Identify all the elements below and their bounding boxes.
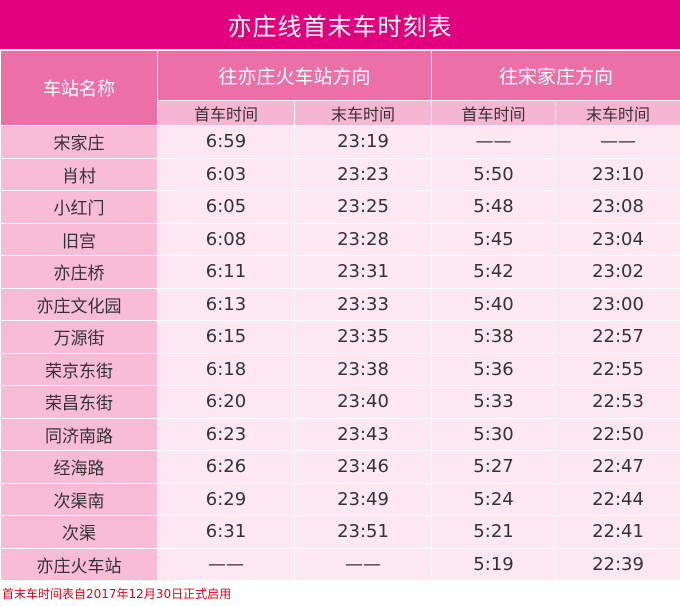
table-row: 小红门 6:05 23:25 5:48 23:08 [0,190,680,224]
station-name-cell: 宋家庄 [0,125,158,159]
first-train-header: 首车时间 [157,100,295,126]
first-train-time-cell: —— [157,547,295,581]
last-train-time-cell: —— [555,125,680,159]
station-name-cell: 荣昌东街 [0,385,158,419]
first-train-time-cell: 5:45 [431,222,557,256]
effective-date-note: 首末车时间表自2017年12月30日正式启用 [2,587,232,601]
last-train-time-cell: 23:23 [293,157,433,191]
last-train-time-cell: 22:39 [555,547,680,581]
last-train-time-cell: 23:19 [293,125,433,159]
first-train-time-cell: 5:19 [431,547,557,581]
last-train-time-cell: 22:53 [555,385,680,419]
station-name-cell: 经海路 [0,450,158,484]
last-train-time-cell: 23:35 [293,320,433,354]
station-name-cell: 次渠南 [0,482,158,516]
first-train-header: 首车时间 [431,100,557,126]
table-row: 肖村 6:03 23:23 5:50 23:10 [0,157,680,191]
first-train-time-cell: 6:08 [157,222,295,256]
first-train-time-cell: 5:38 [431,320,557,354]
last-train-time-cell: 23:02 [555,255,680,289]
station-name-cell: 旧宫 [0,222,158,256]
first-train-time-cell: 6:29 [157,482,295,516]
station-name-cell: 荣京东街 [0,352,158,386]
station-name-cell: 同济南路 [0,417,158,451]
timetable: 车站名称 往亦庄火车站方向 往宋家庄方向 首车时间 末车时间 首车时间 末车时间… [0,50,680,581]
first-train-time-cell: 6:18 [157,352,295,386]
table-row: 亦庄火车站 —— —— 5:19 22:39 [0,547,680,581]
first-train-time-cell: 6:11 [157,255,295,289]
first-train-time-cell: 5:33 [431,385,557,419]
first-train-time-cell: 5:48 [431,190,557,224]
first-train-time-cell: 5:24 [431,482,557,516]
station-name-cell: 万源街 [0,320,158,354]
last-train-time-cell: 22:50 [555,417,680,451]
last-train-time-cell: 23:49 [293,482,433,516]
page-title: 亦庄线首末车时刻表 [0,0,680,49]
table-row: 经海路 6:26 23:46 5:27 22:47 [0,450,680,484]
last-train-time-cell: 22:47 [555,450,680,484]
table-row: 万源街 6:15 23:35 5:38 22:57 [0,320,680,354]
first-train-time-cell: 5:21 [431,515,557,549]
last-train-time-cell: 22:41 [555,515,680,549]
first-train-time-cell: —— [431,125,557,159]
first-train-time-cell: 5:27 [431,450,557,484]
table-row: 次渠 6:31 23:51 5:21 22:41 [0,515,680,549]
table-row: 同济南路 6:23 23:43 5:30 22:50 [0,417,680,451]
last-train-time-cell: 23:31 [293,255,433,289]
first-train-time-cell: 5:36 [431,352,557,386]
first-train-time-cell: 6:23 [157,417,295,451]
table-row: 荣京东街 6:18 23:38 5:36 22:55 [0,352,680,386]
table-row: 亦庄文化园 6:13 23:33 5:40 23:00 [0,287,680,321]
station-name-cell: 小红门 [0,190,158,224]
station-name-cell: 亦庄桥 [0,255,158,289]
table-row: 旧宫 6:08 23:28 5:45 23:04 [0,222,680,256]
direction-songjiazhuang-header: 往宋家庄方向 [431,50,680,101]
last-train-time-cell: 23:00 [555,287,680,321]
table-row: 次渠南 6:29 23:49 5:24 22:44 [0,482,680,516]
last-train-time-cell: 23:38 [293,352,433,386]
last-train-time-cell: 23:28 [293,222,433,256]
station-name-cell: 肖村 [0,157,158,191]
last-train-time-cell: 23:04 [555,222,680,256]
last-train-header: 末车时间 [293,100,433,126]
station-name-cell: 次渠 [0,515,158,549]
last-train-time-cell: 23:08 [555,190,680,224]
last-train-time-cell: 22:57 [555,320,680,354]
first-train-time-cell: 5:40 [431,287,557,321]
last-train-time-cell: 23:40 [293,385,433,419]
first-train-time-cell: 6:59 [157,125,295,159]
last-train-time-cell: 23:43 [293,417,433,451]
first-train-time-cell: 6:05 [157,190,295,224]
direction-yizhuang-header: 往亦庄火车站方向 [156,50,433,101]
table-row: 宋家庄 6:59 23:19 —— —— [0,125,680,159]
table-row: 亦庄桥 6:11 23:31 5:42 23:02 [0,255,680,289]
timetable-body: 宋家庄 6:59 23:19 —— —— 肖村 6:03 23:23 5:50 23:10 小红门 6… [0,125,680,581]
last-train-time-cell: 23:33 [293,287,433,321]
table-row: 荣昌东街 6:20 23:40 5:33 22:53 [0,385,680,419]
station-name-cell: 亦庄文化园 [0,287,158,321]
last-train-time-cell: 23:51 [293,515,433,549]
last-train-time-cell: 23:10 [555,157,680,191]
last-train-time-cell: 23:25 [293,190,433,224]
last-train-header: 末车时间 [555,100,680,126]
first-train-time-cell: 6:26 [157,450,295,484]
first-train-time-cell: 6:31 [157,515,295,549]
station-name-cell: 亦庄火车站 [0,547,158,581]
first-train-time-cell: 5:50 [431,157,557,191]
last-train-time-cell: 23:46 [293,450,433,484]
last-train-time-cell: 22:44 [555,482,680,516]
first-train-time-cell: 6:15 [157,320,295,354]
station-column-header: 车站名称 [0,50,158,126]
first-train-time-cell: 6:13 [157,287,295,321]
first-train-time-cell: 5:42 [431,255,557,289]
last-train-time-cell: —— [293,547,433,581]
last-train-time-cell: 22:55 [555,352,680,386]
first-train-time-cell: 6:03 [157,157,295,191]
first-train-time-cell: 5:30 [431,417,557,451]
first-train-time-cell: 6:20 [157,385,295,419]
